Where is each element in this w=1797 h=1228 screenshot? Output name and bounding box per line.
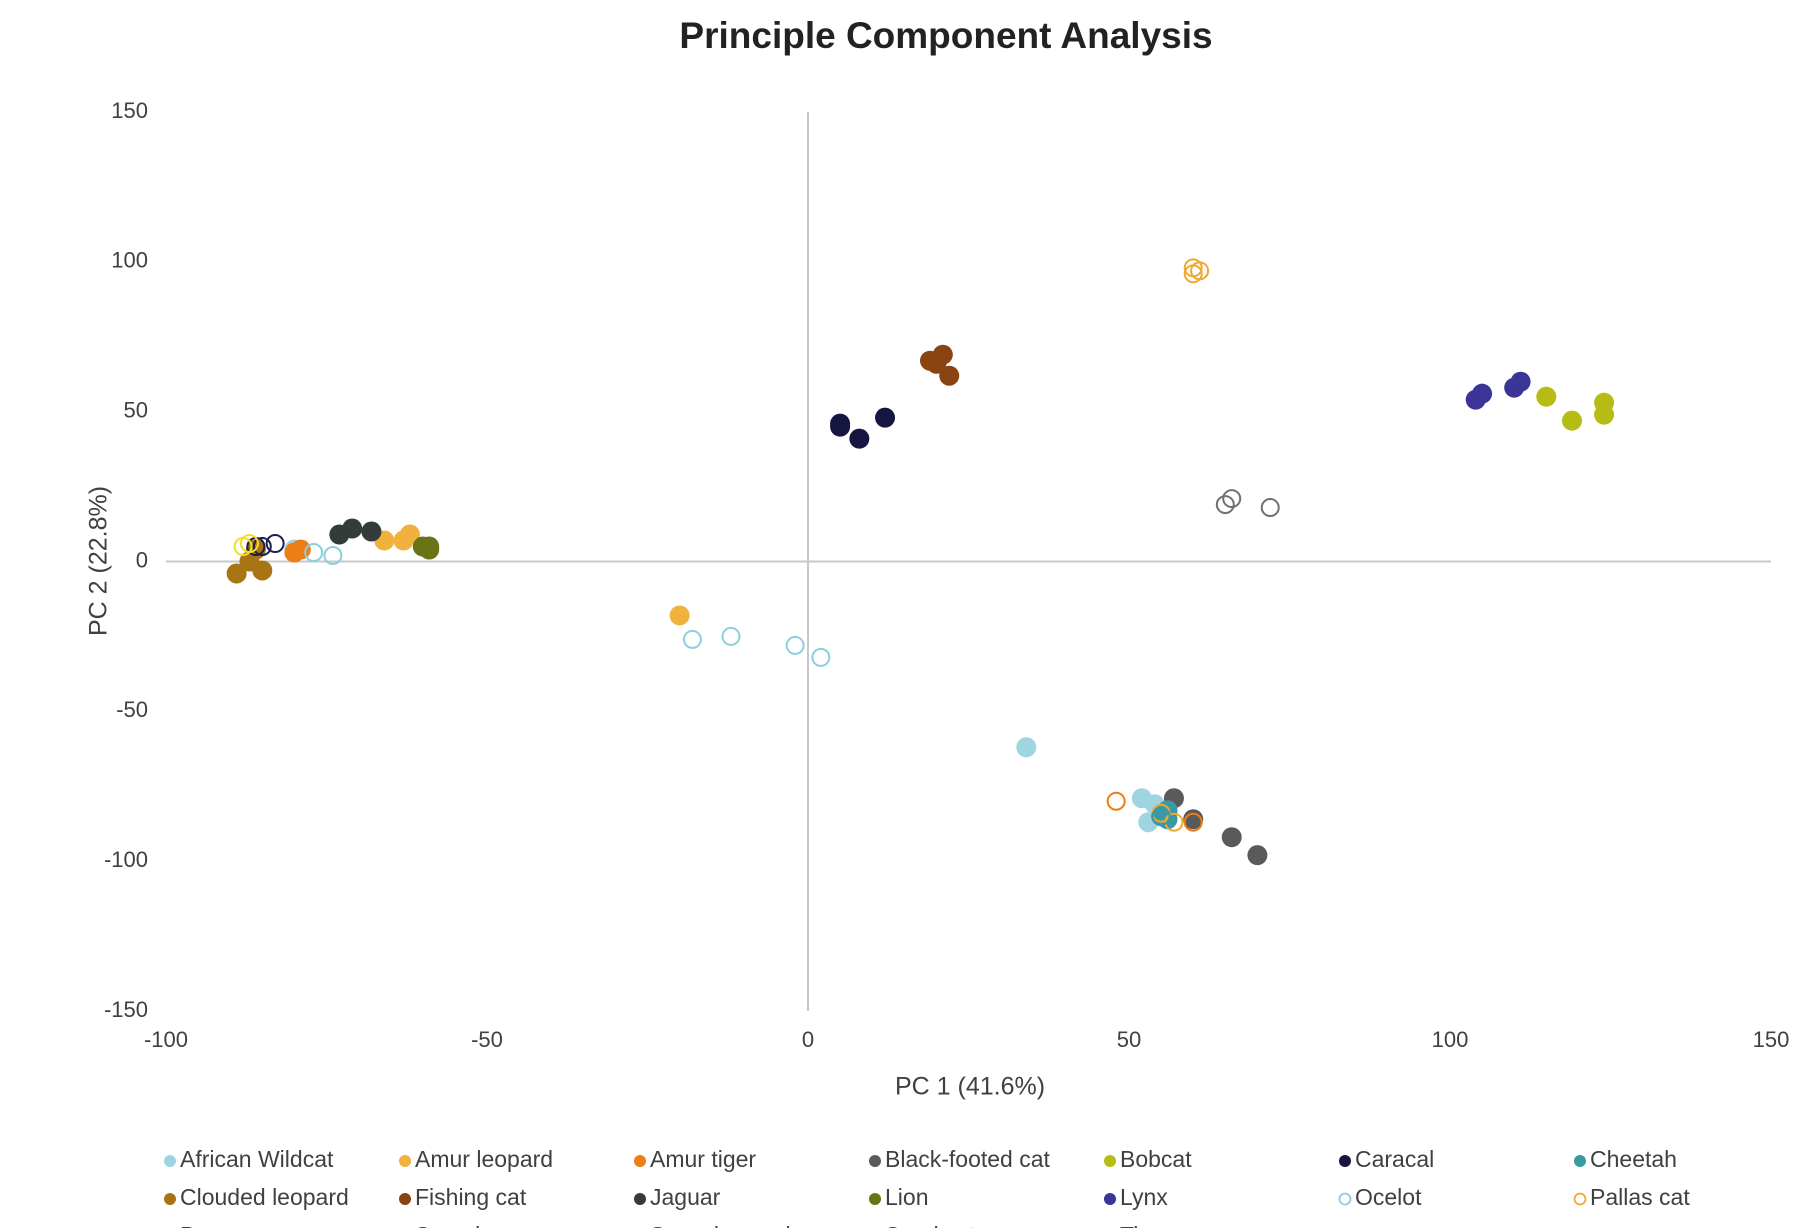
legend-marker [634,1155,646,1167]
point [239,534,259,554]
x-tick-label: 150 [1753,1027,1790,1052]
point [412,536,433,557]
point [1183,812,1203,832]
legend-label: Sand cat [885,1222,976,1228]
y-tick-label: 150 [111,98,148,123]
legend-marker [1338,1192,1352,1206]
legend-label: Bobcat [1120,1146,1192,1172]
point [1536,386,1557,407]
legend-label: Fishing cat [415,1184,527,1210]
legend-label: Tiger [1120,1222,1172,1228]
point [226,563,247,584]
point [1222,489,1242,509]
x-axis-label: PC 1 (41.6%) [895,1073,1045,1101]
point [1594,404,1615,425]
point [342,518,363,539]
point [290,539,311,560]
point [252,560,273,581]
legend-marker [399,1193,411,1205]
legend-marker [634,1193,646,1205]
legend-label: African Wildcat [180,1146,334,1172]
legend-label: Lion [885,1184,928,1210]
point [399,524,420,545]
legend-label: Amur leopard [415,1146,553,1172]
point [1221,827,1242,848]
legend-marker [1573,1192,1587,1206]
legend-label: Ocelot [1355,1184,1422,1210]
x-tick-label: -100 [144,1027,188,1052]
legend-label: Clouded leopard [180,1184,349,1210]
point [785,635,805,655]
legend-label: Amur tiger [650,1146,756,1172]
x-tick-label: 100 [1432,1027,1469,1052]
point [669,605,690,626]
y-tick-label: -150 [104,997,148,1022]
point [1190,261,1210,281]
y-tick-label: 100 [111,248,148,273]
legend-label: Snow leopard [650,1222,791,1228]
point [1106,791,1126,811]
point [361,521,382,542]
x-tick-label: 0 [802,1027,814,1052]
point [811,647,831,667]
legend-marker [1104,1155,1116,1167]
legend-label: Lynx [1120,1184,1168,1210]
x-tick-label: 50 [1117,1027,1141,1052]
point [830,416,851,437]
x-tick-label: -50 [471,1027,503,1052]
point [265,534,285,554]
legend-marker [399,1155,411,1167]
y-tick-label: -100 [104,847,148,872]
point [1016,737,1037,758]
legend-label: Cheetah [1590,1146,1677,1172]
point [1247,845,1268,866]
point [926,353,947,374]
legend-marker [869,1193,881,1205]
legend-label: Jaguar [650,1184,721,1210]
legend-label: Pallas cat [1590,1184,1690,1210]
point [1151,806,1171,826]
point [1164,812,1184,832]
point [721,626,741,646]
point [1260,498,1280,518]
point [304,543,324,563]
legend-marker [1339,1155,1351,1167]
point [875,407,896,428]
legend-label: Serval [415,1222,480,1228]
point [323,546,343,566]
y-tick-label: -50 [116,697,148,722]
legend-label: Puma [180,1222,240,1228]
point [849,428,870,449]
point [1561,410,1582,431]
y-axis-label: PC 2 (22.8%) [85,486,113,636]
legend-marker [164,1193,176,1205]
legend-marker [1574,1155,1586,1167]
chart-title: Principle Component Analysis [679,15,1212,56]
point [1510,371,1531,392]
legend-marker [869,1155,881,1167]
point [1472,383,1493,404]
point [939,365,960,386]
y-tick-label: 0 [136,547,148,572]
legend-marker [1104,1193,1116,1205]
y-tick-label: 50 [124,397,148,422]
legend-label: Black-footed cat [885,1146,1051,1172]
point [1215,495,1235,515]
legend-label: Caracal [1355,1146,1434,1172]
legend-marker [164,1155,176,1167]
point [252,537,272,557]
point [682,629,702,649]
